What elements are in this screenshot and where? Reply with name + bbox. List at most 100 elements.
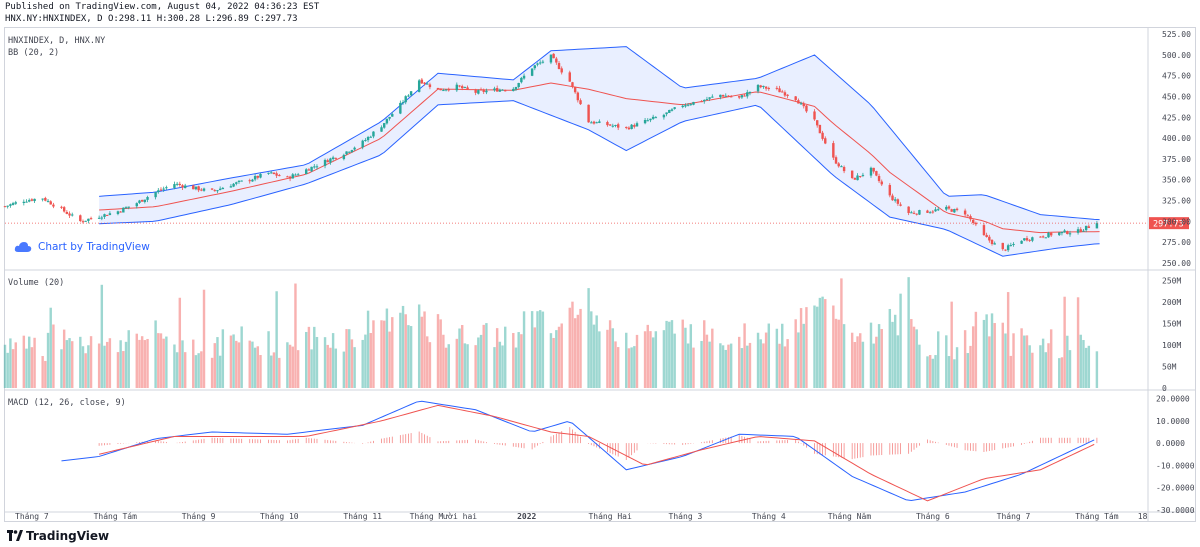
- candle-body: [399, 102, 402, 114]
- volume-bar: [474, 345, 477, 388]
- candle-body: [294, 174, 297, 176]
- volume-bar: [97, 343, 101, 388]
- volume-bar: [14, 342, 17, 388]
- candle-body: [105, 214, 109, 216]
- candle-body: [84, 220, 87, 222]
- volume-bar: [326, 344, 329, 388]
- candle-body: [538, 62, 542, 64]
- candle-body: [52, 204, 55, 207]
- time-axis-label: 2022: [517, 512, 536, 521]
- candle-body: [127, 206, 130, 208]
- candle-body: [33, 198, 36, 202]
- volume-bar: [1001, 322, 1004, 388]
- volume-bar: [460, 325, 464, 388]
- volume-bar: [407, 325, 410, 388]
- volume-bar: [724, 349, 727, 388]
- volume-bar: [1079, 334, 1082, 388]
- volume-bar: [945, 335, 948, 388]
- volume-bar: [536, 311, 539, 388]
- candle-body: [727, 95, 730, 97]
- volume-bar: [767, 323, 771, 388]
- candle-body: [173, 184, 176, 188]
- volume-bar: [194, 355, 198, 388]
- candle-body: [1087, 226, 1091, 228]
- volume-bar: [877, 324, 881, 388]
- candle-body: [323, 159, 327, 166]
- candle-body: [802, 103, 805, 107]
- candle-body: [22, 201, 26, 204]
- candle-body: [366, 137, 370, 141]
- volume-bar: [614, 341, 617, 388]
- volume-bar: [146, 338, 149, 388]
- bb-basis-line: [99, 82, 1100, 234]
- candle-body: [345, 151, 348, 155]
- volume-legend: Volume (20): [8, 278, 65, 288]
- candle-body: [514, 87, 518, 90]
- candle-body: [705, 99, 709, 101]
- candle-body: [614, 124, 617, 126]
- volume-bar: [288, 344, 292, 388]
- volume-bar: [380, 320, 383, 388]
- volume-bar: [557, 326, 561, 388]
- candle-body: [253, 176, 257, 180]
- candle-body: [576, 92, 580, 101]
- volume-bar: [635, 334, 639, 388]
- volume-bar: [183, 352, 187, 388]
- candle-body: [982, 225, 986, 236]
- candle-body: [799, 103, 803, 105]
- candle-body: [893, 199, 897, 201]
- candle-body: [404, 96, 407, 103]
- volume-bar: [743, 323, 746, 388]
- volume-tick-label: 100M: [1162, 341, 1181, 350]
- candle-body: [834, 157, 838, 164]
- candle-body: [447, 89, 450, 91]
- volume-bar: [479, 334, 483, 388]
- candle-body: [426, 83, 429, 85]
- volume-bar: [270, 355, 273, 388]
- candle-body: [49, 201, 52, 205]
- volume-bar: [229, 335, 233, 388]
- candle-body: [495, 88, 499, 92]
- volume-bar: [329, 347, 332, 388]
- candle-body: [353, 147, 356, 150]
- candle-body: [1001, 242, 1004, 250]
- volume-bar: [248, 340, 251, 388]
- candle-body: [326, 160, 329, 163]
- candle-body: [240, 180, 243, 182]
- candle-body: [372, 131, 375, 137]
- candle-body: [872, 167, 875, 172]
- volume-bar: [990, 313, 994, 388]
- time-axis-label: Tháng 7: [997, 512, 1031, 521]
- candle-body: [401, 102, 405, 104]
- volume-bar: [1020, 328, 1023, 388]
- chart-by-tradingview-link[interactable]: Chart by TradingView: [14, 241, 150, 253]
- volume-bar: [681, 319, 684, 388]
- candle-body: [194, 186, 198, 190]
- candle-body: [616, 124, 620, 128]
- volume-bar: [1047, 343, 1050, 388]
- volume-bar: [643, 331, 647, 388]
- volume-bar: [41, 356, 44, 388]
- price-tick-label: 475.00: [1162, 72, 1191, 81]
- volume-bar: [409, 326, 413, 388]
- volume-bar: [850, 332, 854, 388]
- candle-body: [391, 114, 394, 117]
- candle-body: [517, 82, 520, 88]
- candle-body: [555, 58, 558, 63]
- volume-bar: [401, 305, 405, 388]
- volume-bar: [520, 334, 523, 388]
- candle-body: [955, 208, 959, 211]
- volume-bar: [275, 291, 278, 388]
- volume-bar: [756, 332, 760, 388]
- time-axis-label: Tháng 3: [669, 512, 703, 521]
- volume-bar: [985, 314, 988, 388]
- candle-body: [364, 140, 367, 142]
- candle-body: [97, 217, 101, 219]
- candle-body: [278, 175, 281, 177]
- volume-bar: [127, 330, 130, 388]
- candle-body: [275, 173, 278, 176]
- volume-bar: [361, 339, 364, 388]
- candle-body: [116, 211, 120, 215]
- candle-body: [670, 109, 674, 111]
